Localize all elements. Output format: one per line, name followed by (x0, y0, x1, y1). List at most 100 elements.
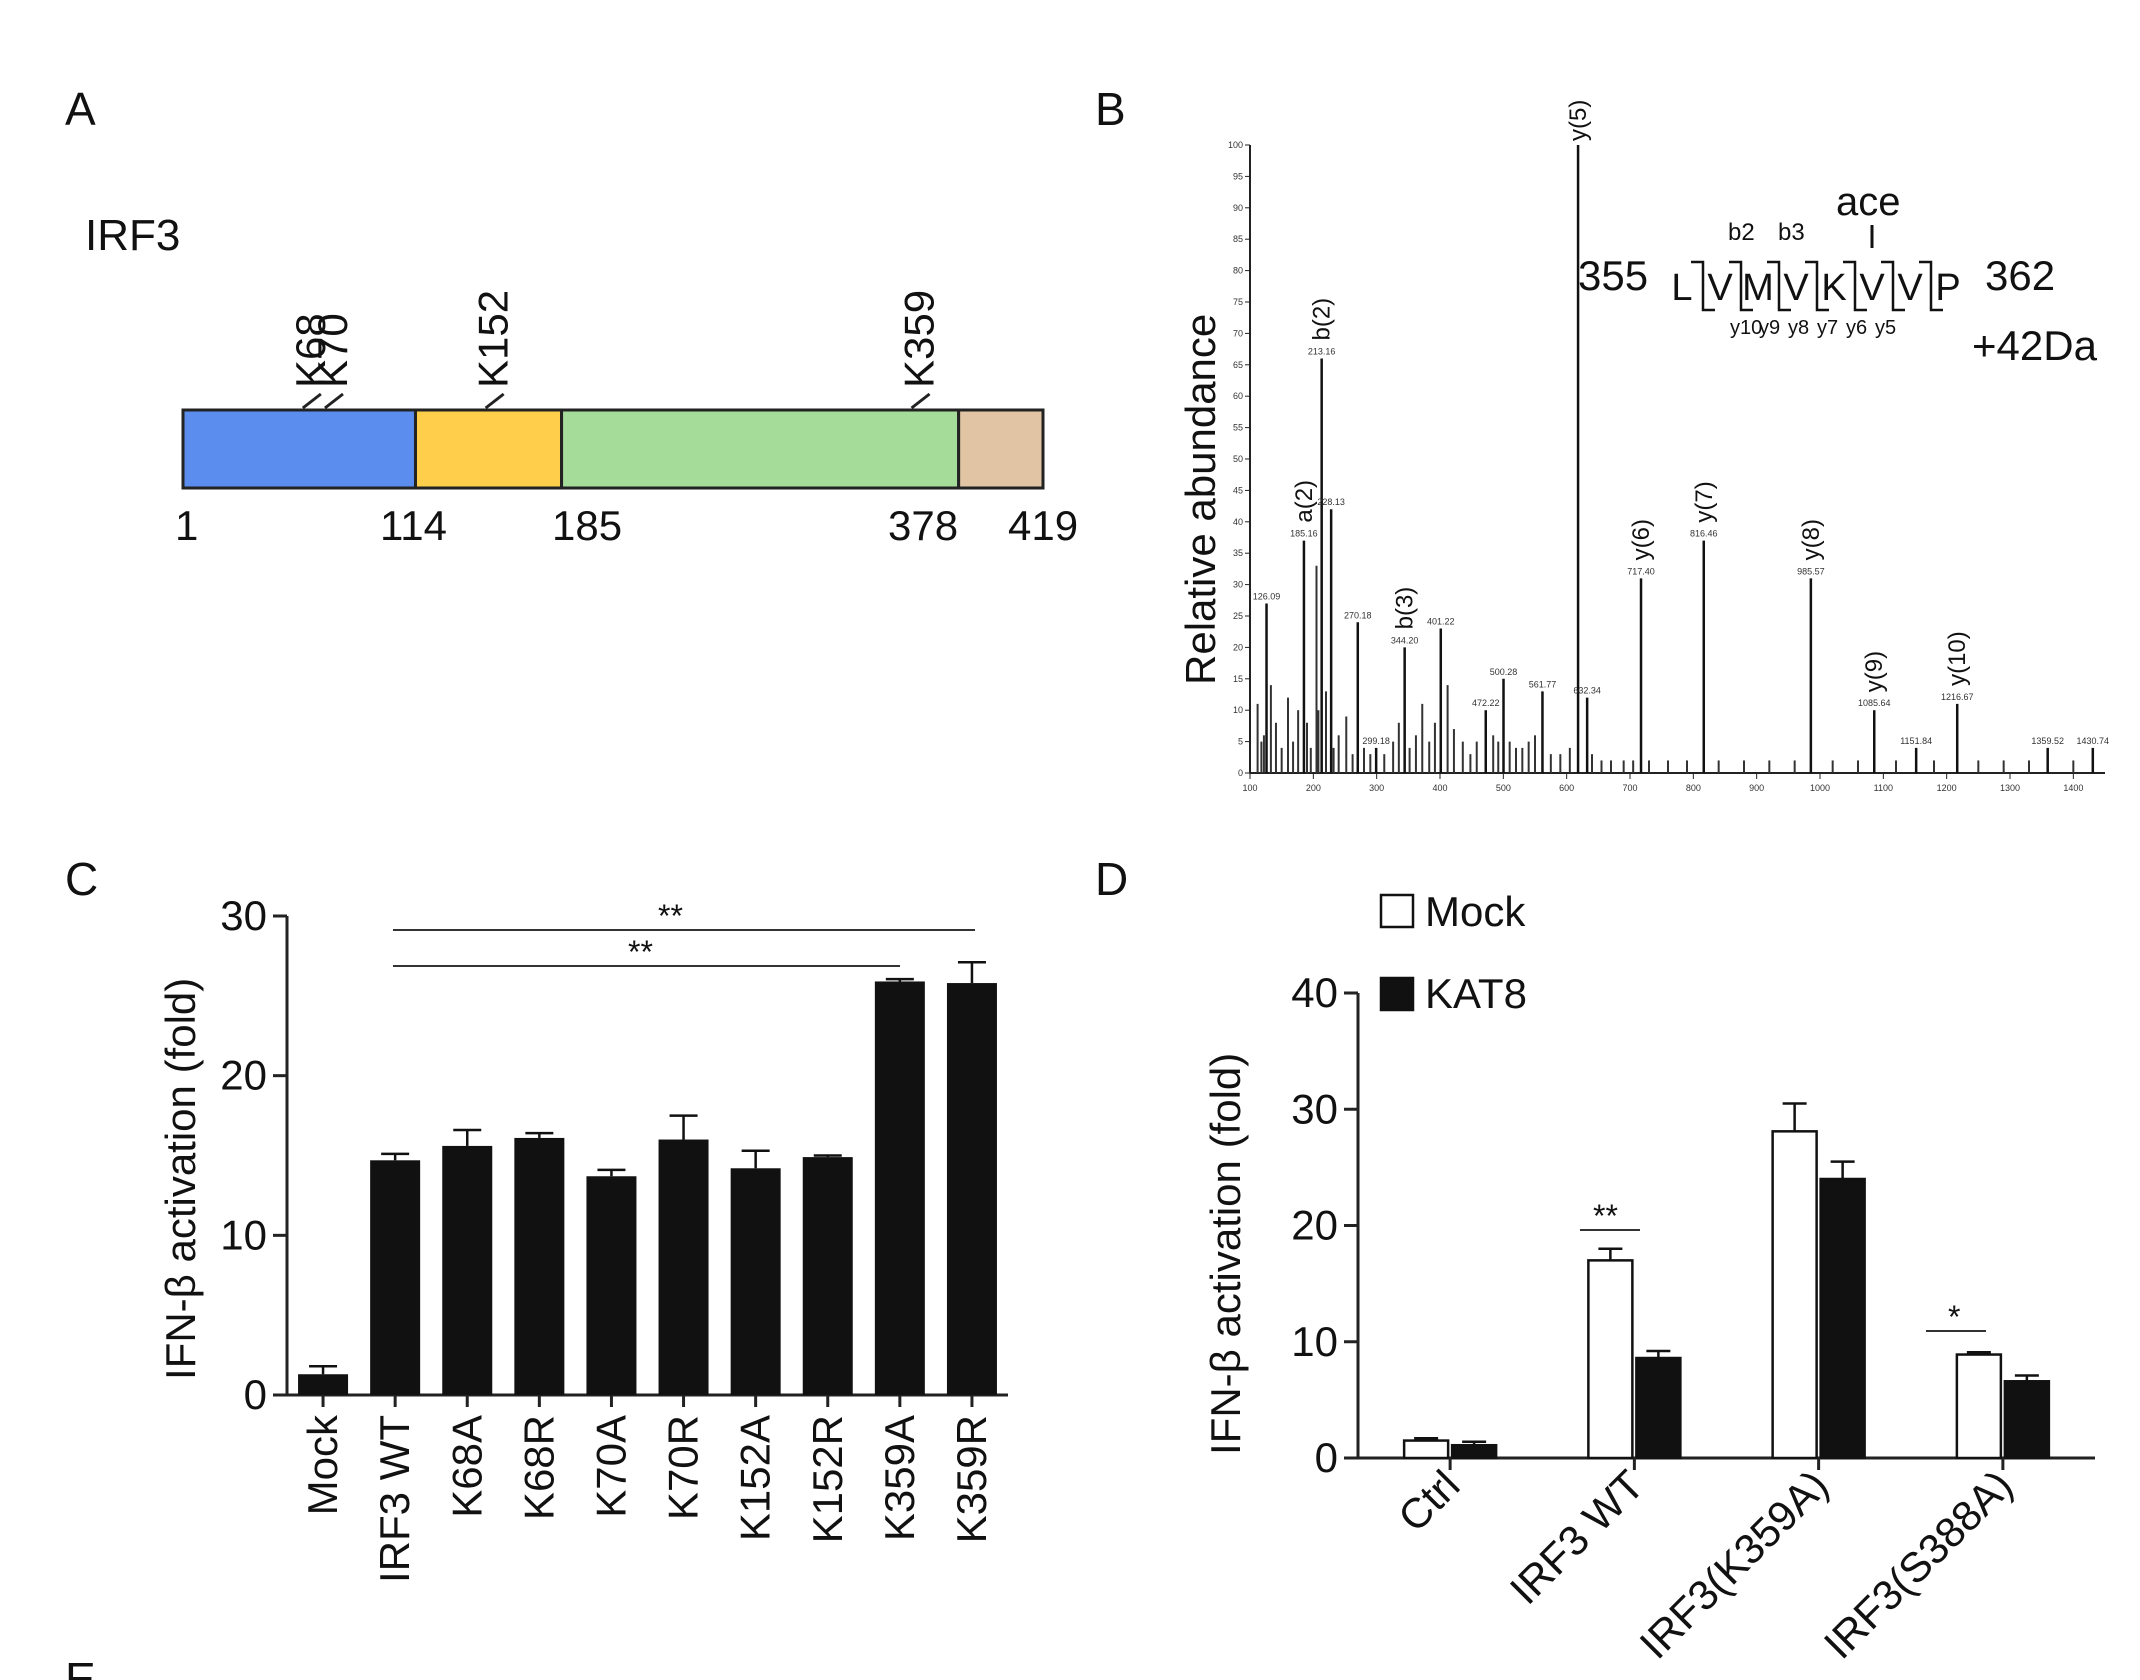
ms-spectrum: Relative abundance 0 5 10 15 20 25 30 35 40 45 50 5… (1177, 100, 2109, 793)
axes-d: 0 10 20 30 40 (1291, 969, 2095, 1481)
peak-ion-label: y(8) (1798, 519, 1825, 560)
boundary-label: 114 (380, 502, 447, 549)
panel-label-e: E (65, 1653, 96, 1680)
y-tick-label-d: 10 (1291, 1318, 1338, 1365)
y-ion-label: y9 (1759, 317, 1780, 339)
x-tick-label-b: 1300 (2000, 783, 2020, 793)
y-axis-title-c: IFN-β activation (fold) (157, 978, 204, 1380)
peak-mz-label: 228.13 (1317, 497, 1345, 507)
panel-label-c: C (65, 853, 98, 905)
peak-ion-label: y(6) (1628, 519, 1655, 560)
sig-star-wt: ** (1593, 1198, 1618, 1234)
peak-ion-label: b(3) (1392, 587, 1419, 630)
y-axis-title-d: IFN-β activation (fold) (1202, 1053, 1249, 1455)
bar (370, 1160, 421, 1395)
peak-ion-label: y(5) (1565, 100, 1592, 141)
domain-block (957, 408, 1045, 490)
peak-ion-label: b(2) (1309, 298, 1336, 341)
bar (658, 1139, 709, 1395)
x-tick-label-b: 500 (1496, 783, 1511, 793)
peak-ion-label: y(7) (1691, 481, 1718, 522)
x-tick-label-c: K152A (732, 1415, 779, 1541)
x-tick-label-b: 200 (1306, 783, 1321, 793)
sig-star-k359r: ** (658, 898, 683, 934)
bar-kat8 (1819, 1177, 1866, 1460)
boundary-label: 378 (888, 502, 958, 549)
x-tick-label-b: 400 (1432, 783, 1447, 793)
legend-swatch-mock (1379, 893, 1415, 929)
site-label: K359 (896, 290, 943, 388)
x-tick-label-c: K70R (660, 1415, 707, 1520)
y-ion-label: y5 (1875, 317, 1896, 339)
x-tick-label-b: 1400 (2063, 783, 2083, 793)
x-tick-label-c: K359A (876, 1415, 923, 1541)
y-tick-label-c: 10 (220, 1211, 267, 1258)
bar (730, 1168, 781, 1395)
site-tick (484, 392, 505, 410)
x-tick-label-c: K68A (443, 1415, 490, 1518)
bar (586, 1176, 637, 1395)
x-tick-label-d: Ctrl (1389, 1461, 1468, 1540)
cleavage-bracket (1919, 260, 1943, 312)
site-label: K152 (470, 290, 517, 388)
legend-label-mock: Mock (1425, 888, 1526, 935)
y-tick-label-b: 80 (1233, 266, 1243, 276)
y-tick-label-b: 10 (1233, 705, 1243, 715)
peak-mz-label: 344.20 (1391, 635, 1419, 645)
domain-block (560, 408, 961, 490)
peak-ion-label: a(2) (1291, 480, 1318, 523)
y-tick-label-d: 0 (1315, 1434, 1338, 1481)
x-tick-label-d: IRF3(K359A) (1630, 1461, 1837, 1668)
x-tick-label-b: 1100 (1874, 783, 1893, 793)
cleavage-bracket (1805, 260, 1829, 312)
bar-chart-c: IFN-β activation (fold) 0 10 20 30 Mock IRF3… (157, 892, 1008, 1583)
peak-ion-label: y(9) (1861, 651, 1888, 692)
y-axis-title-b: Relative abundance (1177, 314, 1224, 685)
y-tick-label-b: 70 (1233, 328, 1243, 338)
y-tick-label-b: 100 (1228, 140, 1243, 150)
b-ion-label: b2 (1728, 219, 1755, 246)
x-tick-label-c: K152R (804, 1415, 851, 1543)
peak-ion-label: y(10) (1944, 631, 1971, 686)
bar-mock (1771, 1130, 1818, 1460)
sig-star-s388a: * (1948, 1299, 1960, 1335)
residue: V (1707, 267, 1733, 309)
bar-kat8 (1450, 1443, 1498, 1460)
x-tick-label-b: 1200 (1937, 783, 1957, 793)
y-ion-label: y8 (1788, 317, 1809, 339)
residue: V (1783, 267, 1809, 309)
panel-label-d: D (1095, 853, 1128, 905)
modification-label: ace (1836, 180, 1901, 224)
residue: M (1742, 267, 1774, 309)
residue: P (1935, 267, 1960, 309)
peptide-end: 362 (1985, 252, 2055, 299)
bar-mock (1955, 1353, 2003, 1460)
boundary-label: 419 (1008, 502, 1078, 549)
peak-mz-label: 401.22 (1427, 617, 1455, 627)
bar (946, 983, 997, 1395)
protein-name: IRF3 (85, 211, 180, 260)
x-tick-label-b: 1000 (1810, 783, 1830, 793)
x-tick-label-b: 900 (1749, 783, 1764, 793)
x-tick-label-b: 100 (1242, 783, 1257, 793)
significance-c: ** ** (393, 898, 975, 970)
peak-mz-label: 1216.67 (1941, 692, 1974, 702)
residue: V (1897, 267, 1923, 309)
b-ion-label: b3 (1778, 219, 1805, 246)
x-tick-label-c: K68R (515, 1415, 562, 1520)
peak-mz-label: 632.34 (1573, 686, 1601, 696)
y-tick-label-c: 0 (244, 1371, 267, 1418)
peak-mz-label: 985.57 (1797, 566, 1825, 576)
bar (514, 1137, 565, 1395)
y-tick-label-d: 20 (1291, 1202, 1338, 1249)
peak-mz-label: 500.28 (1490, 667, 1518, 677)
spectrum-peaks: 126.09 185.16 a(2) 213.16 b(2) 228.13 270.18 29… (1253, 100, 2109, 773)
site-tick (324, 392, 344, 410)
y-tick-label-b: 65 (1233, 360, 1243, 370)
peak-mz-label: 816.46 (1690, 529, 1718, 539)
